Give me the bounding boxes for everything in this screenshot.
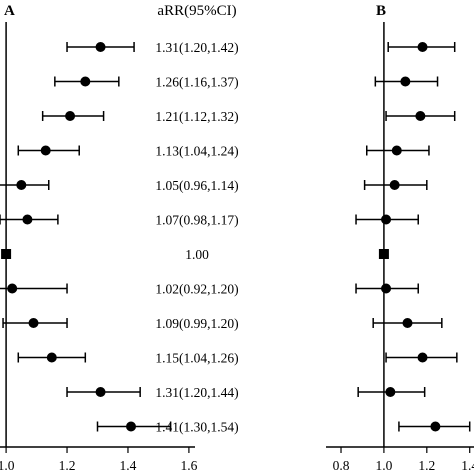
- x-tick-label: 1.0: [0, 458, 15, 473]
- point-estimate: [381, 283, 392, 294]
- x-tick-label: 1.4: [461, 458, 474, 473]
- arr-value-label: 1.05(0.96,1.14): [155, 178, 238, 193]
- arr-value-label: 1.09(0.99,1.20): [155, 316, 238, 331]
- point-estimate: [28, 318, 39, 328]
- arr-value-label: 1.21(1.12,1.32): [155, 109, 238, 124]
- arr-value-label: 1.15(1.04,1.26): [155, 351, 238, 366]
- x-tick-label: 1.4: [120, 458, 137, 473]
- point-estimate: [417, 352, 428, 363]
- panel-b: B 0.8 1.0 1.2 1.4: [326, 3, 474, 473]
- arr-value-label: 1.31(1.20,1.42): [155, 40, 238, 55]
- point-estimate: [391, 145, 402, 156]
- panel-b-letter: B: [376, 3, 386, 19]
- point-estimate: [46, 352, 57, 363]
- reference-marker: [1, 249, 12, 259]
- reference-marker: [378, 249, 389, 259]
- x-tick-label: 1.0: [375, 458, 392, 473]
- panel-a-column-header: aRR(95%CI): [157, 3, 236, 19]
- x-tick-label: 0.8: [333, 458, 350, 473]
- panel-a-letter: A: [4, 3, 15, 19]
- point-estimate: [22, 214, 33, 225]
- point-estimate: [385, 387, 396, 397]
- point-estimate: [95, 42, 106, 52]
- arr-value-label: 1.26(1.16,1.37): [155, 75, 238, 90]
- x-tick-label: 1.2: [59, 458, 76, 473]
- point-estimate: [126, 421, 137, 432]
- point-estimate: [7, 283, 18, 294]
- point-estimate: [417, 42, 428, 52]
- point-estimate: [80, 76, 91, 87]
- point-estimate: [430, 421, 441, 432]
- point-estimate: [381, 214, 392, 225]
- point-estimate: [65, 111, 76, 121]
- x-tick-label: 1.6: [180, 458, 197, 473]
- point-estimate: [95, 387, 106, 397]
- arr-value-label: 1.31(1.20,1.44): [155, 385, 238, 400]
- point-estimate: [415, 111, 426, 121]
- arr-value-label: 1.02(0.92,1.20): [155, 282, 238, 297]
- point-estimate: [400, 76, 411, 87]
- arr-value-label: 1.41(1.30,1.54): [155, 420, 238, 435]
- arr-value-label: 1.00: [185, 247, 209, 262]
- point-estimate: [402, 318, 413, 328]
- arr-value-label: 1.07(0.98,1.17): [155, 213, 238, 228]
- point-estimate: [16, 180, 27, 190]
- point-estimate: [40, 145, 51, 156]
- arr-value-label: 1.13(1.04,1.24): [155, 144, 238, 159]
- point-estimate: [389, 180, 400, 190]
- x-tick-label: 1.2: [418, 458, 435, 473]
- panel-a: A aRR(95%CI) 1.0 1.2 1.4 1.6 1.31(1.20,1.42)…: [0, 3, 239, 473]
